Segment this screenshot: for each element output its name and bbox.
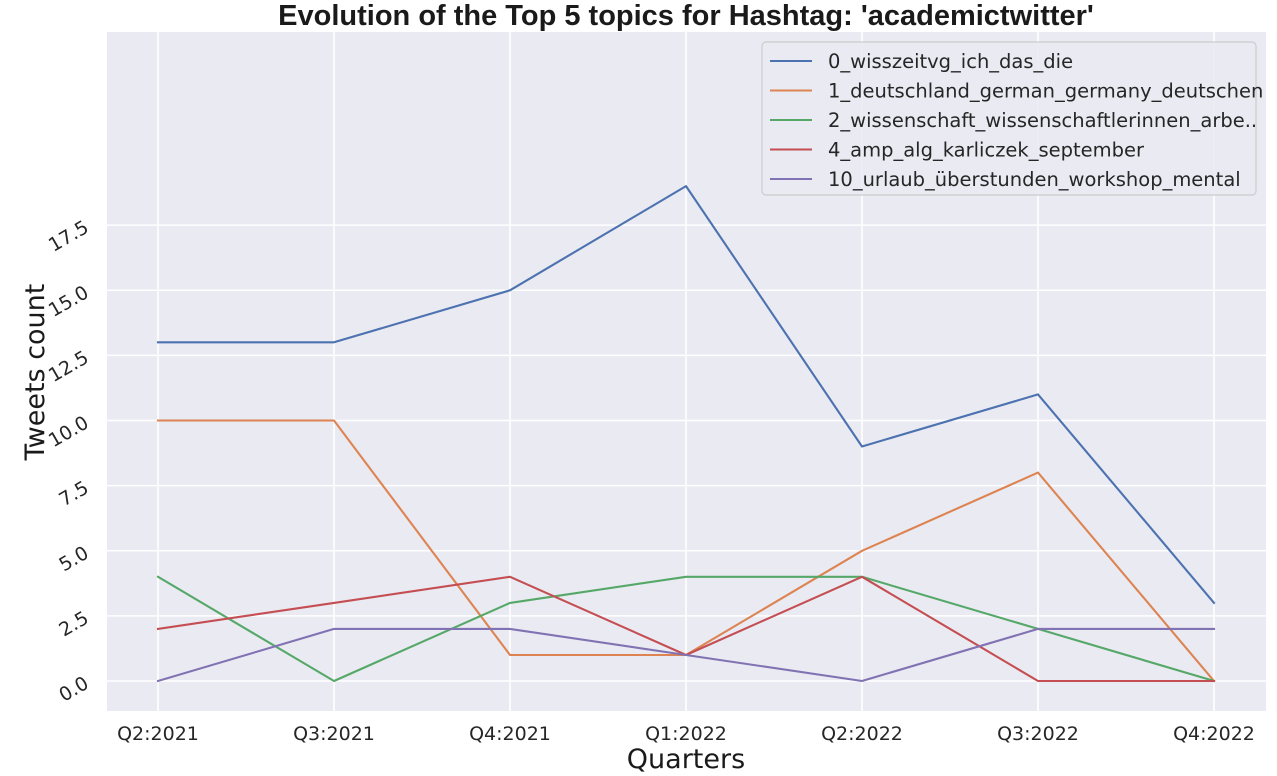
- x-axis-label: Quarters: [627, 744, 745, 775]
- y-tick-label: 10.0: [45, 412, 93, 452]
- x-tick-labels: Q2:2021 Q3:2021 Q4:2021 Q1:2022 Q2:2022 Q3:20…: [117, 723, 1255, 745]
- y-tick-label: 15.0: [45, 282, 93, 322]
- y-tick-label: 17.5: [45, 216, 93, 256]
- x-tick-label: Q2:2022: [821, 723, 903, 745]
- y-tick-label: 2.5: [55, 607, 92, 641]
- x-tick-label: Q2:2021: [117, 723, 199, 745]
- series-line-0: [156, 185, 1216, 605]
- chart-title: Evolution of the Top 5 topics for Hashta…: [278, 0, 1094, 32]
- legend-label-4: 10_urlaub_überstunden_workshop_mental: [828, 168, 1241, 191]
- x-tick-label: Q3:2021: [293, 723, 375, 745]
- legend-label-2: 2_wissenschaft_wissenschaftlerinnen_arbe…: [828, 109, 1257, 132]
- y-tick-label: 0.0: [55, 672, 92, 706]
- legend: 0_wisszeitvg_ich_das_die 1_deutschland_ge…: [761, 41, 1263, 196]
- y-tick-label: 5.0: [55, 542, 92, 576]
- legend-label-0: 0_wisszeitvg_ich_das_die: [828, 50, 1073, 73]
- x-tick-label: Q4:2021: [469, 723, 551, 745]
- x-tick-label: Q1:2022: [645, 723, 727, 745]
- y-tick-labels: 0.0 2.5 5.0 7.5 10.0 12.5 15.0 17.5: [45, 216, 93, 706]
- series-line-4: [156, 627, 1216, 683]
- y-tick-label: 12.5: [45, 347, 93, 387]
- grid-lines: [107, 32, 1266, 711]
- x-tick-label: Q4:2022: [1173, 723, 1255, 745]
- x-tick-label: Q3:2022: [997, 723, 1079, 745]
- series-lines: [156, 185, 1216, 683]
- legend-box: [761, 41, 1257, 196]
- y-axis-label: Tweets count: [20, 284, 51, 462]
- y-tick-label: 7.5: [55, 477, 92, 511]
- legend-label-1: 1_deutschland_german_germany_deutschen: [828, 80, 1263, 103]
- legend-label-3: 4_amp_alg_karliczek_september: [828, 139, 1145, 162]
